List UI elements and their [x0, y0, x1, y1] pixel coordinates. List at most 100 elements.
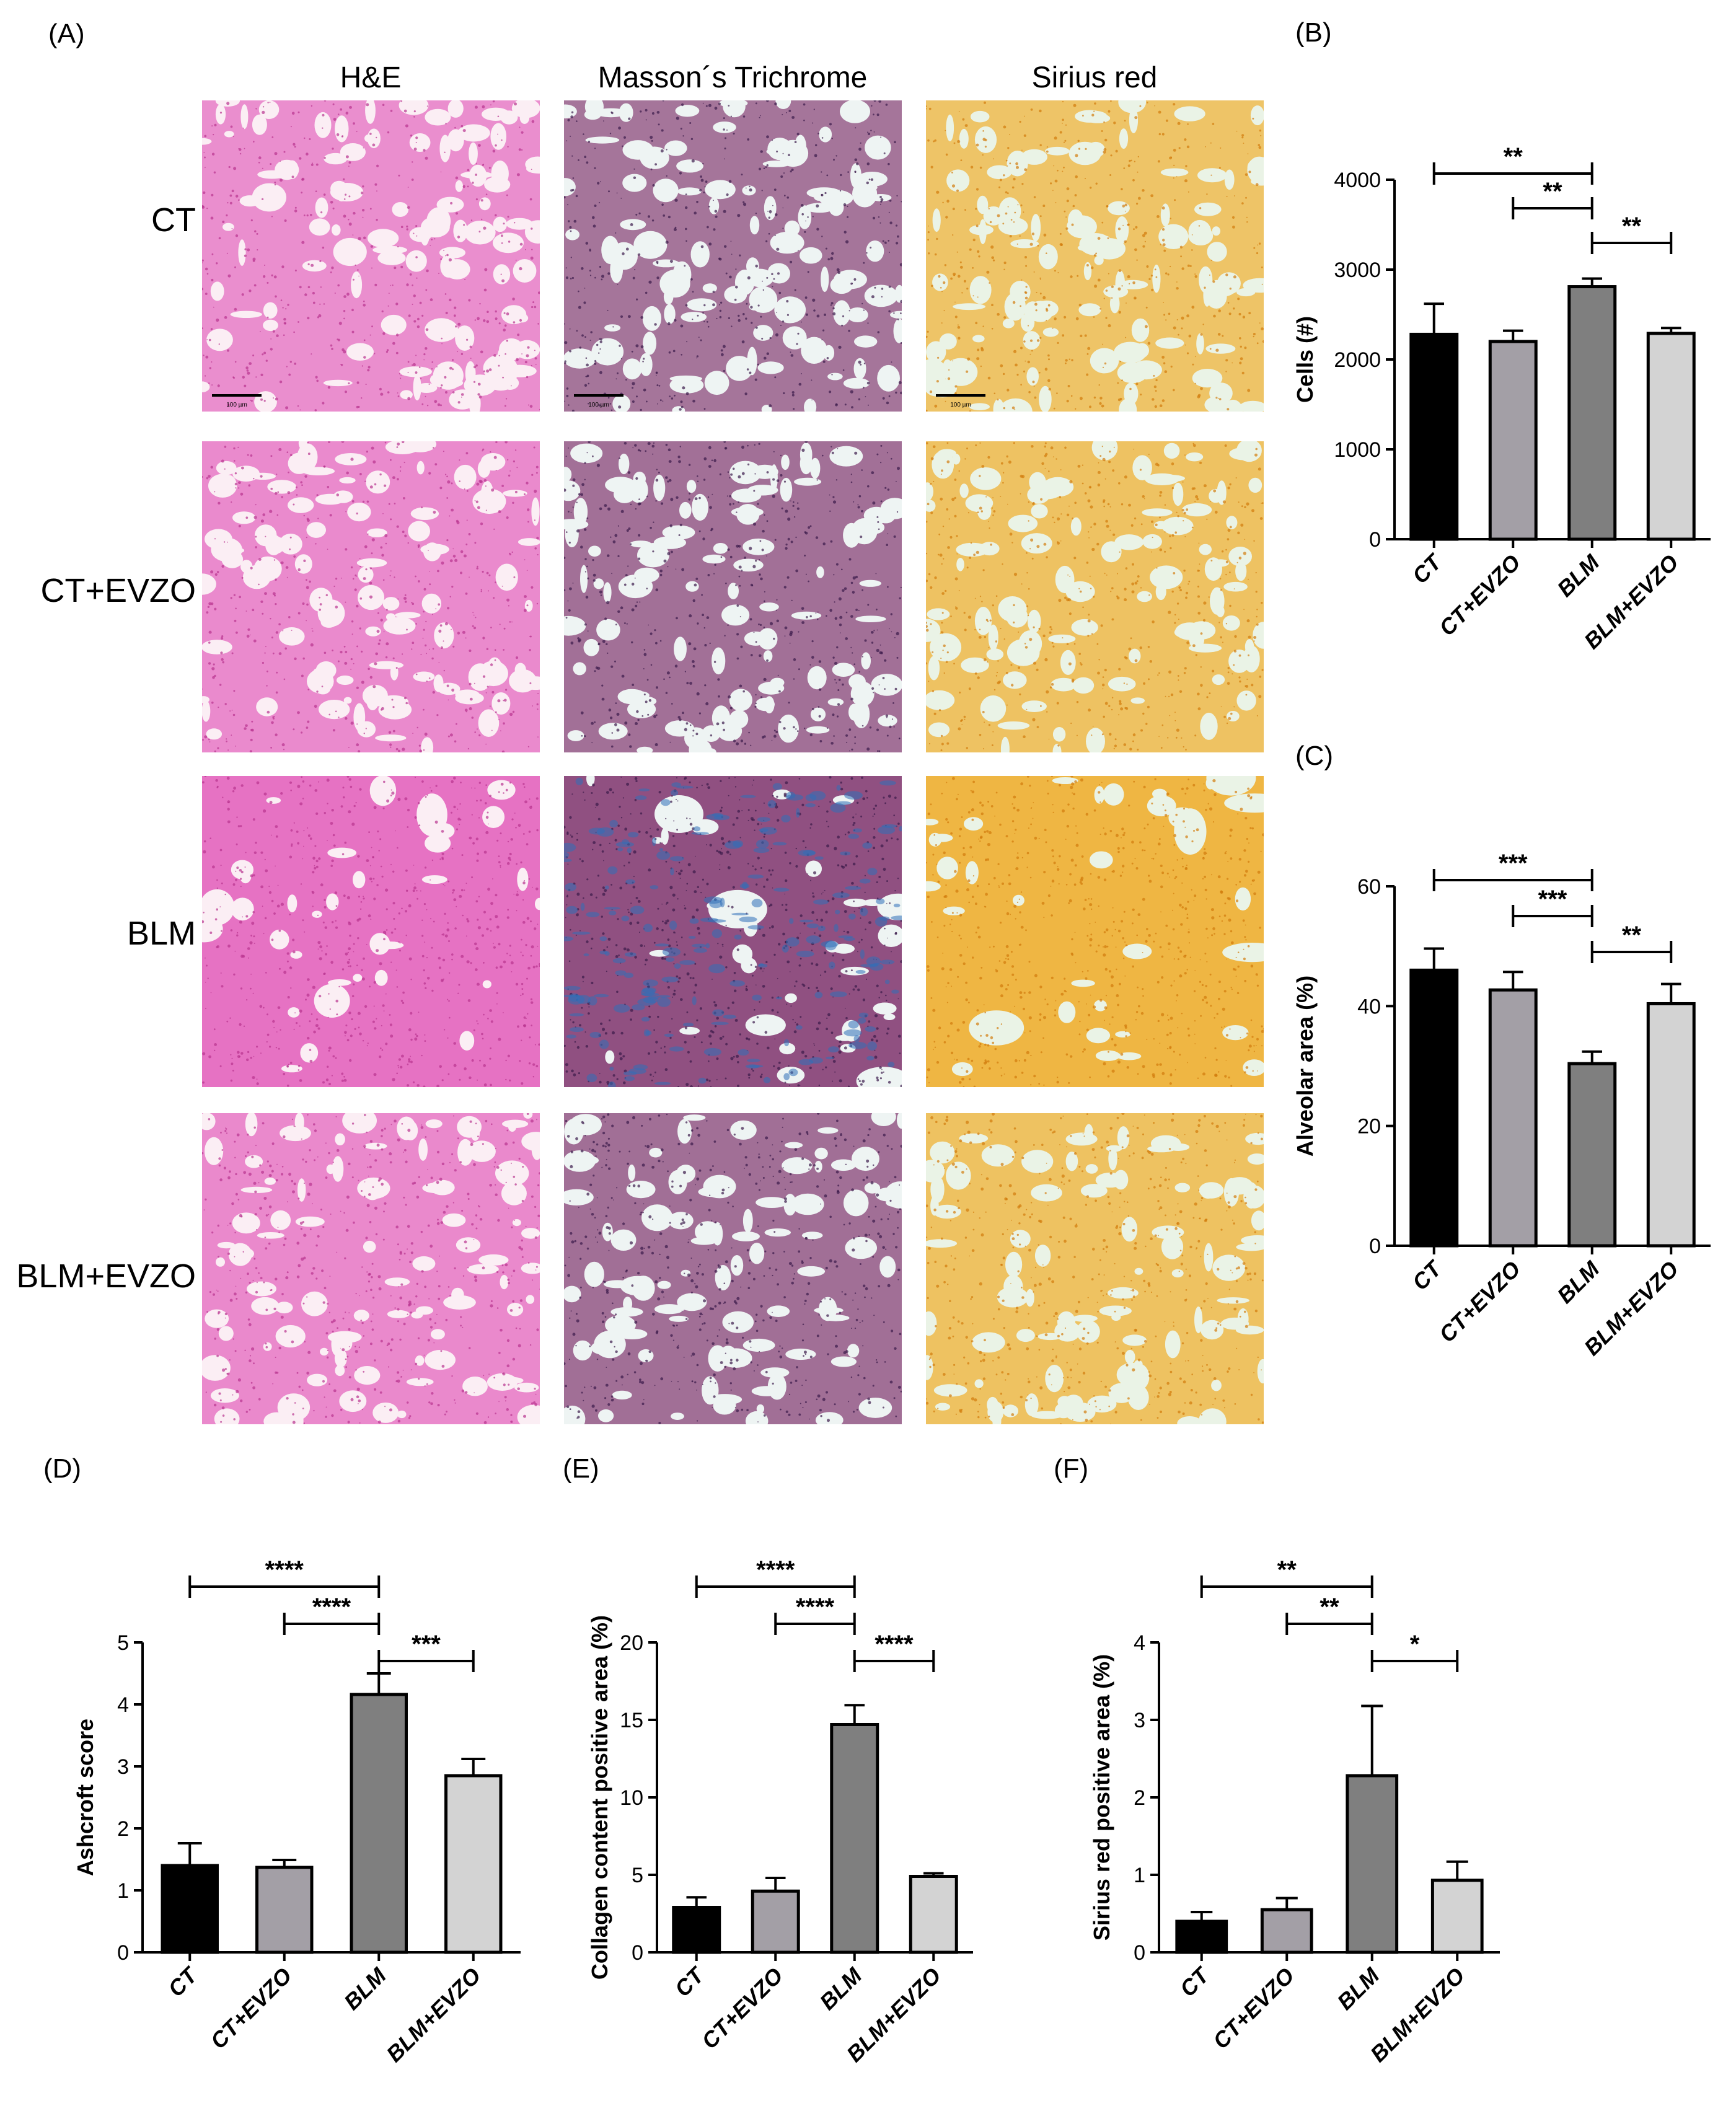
micrograph-sirius-blm-evzo	[926, 1113, 1264, 1424]
y-tick-label: 4	[1134, 1631, 1145, 1655]
scale-bar-label: 100 µm	[950, 402, 971, 408]
bar-blm	[1567, 1062, 1617, 1248]
y-tick-label: 0	[1369, 528, 1381, 552]
significance-label: **	[1622, 213, 1642, 240]
x-tick-label: BLM+EVZO	[381, 1963, 485, 2067]
y-tick-label: 3	[117, 1755, 129, 1779]
y-axis-label: Cells (#)	[1292, 316, 1318, 403]
panel-f-letter: (F)	[1054, 1453, 1089, 1484]
y-tick-label: 1	[117, 1879, 129, 1903]
significance-label: *	[1410, 1631, 1420, 1658]
x-tick-label: CT	[669, 1962, 710, 2002]
significance-label: ****	[312, 1593, 351, 1621]
chart-d: 0 1 2 3 4 5 Ashcroft score CT CT+EVZO BLM BLM+EVZO…	[62, 1475, 533, 2120]
bar-ct	[1175, 1919, 1228, 1954]
x-tick-label: CT	[1407, 1255, 1447, 1295]
micrograph-masson-ct: 100 µm	[564, 100, 902, 412]
y-tick-label: 10	[620, 1786, 643, 1810]
y-axis-label: Collagen content positive area (%)	[587, 1615, 612, 1980]
chart-b: 0 1000 2000 3000 4000 Cells (#) CT CT+EVZO BLM BL…	[1289, 112, 1723, 731]
x-tick-label: CT	[163, 1962, 203, 2002]
bar-blm	[1346, 1774, 1399, 1954]
y-tick-label: 40	[1357, 995, 1381, 1018]
micrograph-he-ct: 100 µm	[202, 100, 540, 412]
micrograph-masson-blm	[564, 776, 902, 1087]
micrograph-sirius-ct: 100 µm	[926, 100, 1264, 412]
y-tick-label: 2000	[1334, 348, 1381, 372]
chart-svg-e: 0 5 10 15 20 Collagen content positive area (…	[587, 1556, 973, 2067]
bar-ct-evzo	[1488, 340, 1538, 541]
bar-blm-evzo	[1646, 332, 1696, 541]
chart-svg-f: 0 1 2 3 4 Sirius red positive area (%) CTCT+EV…	[1089, 1556, 1500, 2067]
row-label-ct-evzo: CT+EVZO	[40, 572, 196, 609]
micrograph-sirius-ct-evzo	[926, 441, 1264, 752]
y-tick-label: 3	[1134, 1709, 1145, 1732]
micrograph-masson-blm-evzo	[564, 1113, 902, 1424]
bar-ct-evzo	[255, 1866, 314, 1954]
x-tick-label: BLM	[1552, 549, 1605, 602]
x-tick-label: BLM	[1552, 1256, 1605, 1308]
significance-label: ***	[1538, 886, 1567, 913]
bar-ct	[161, 1864, 219, 1954]
significance-label: **	[1320, 1593, 1339, 1621]
x-tick-label: CT+EVZO	[1434, 550, 1525, 641]
y-tick-label: 15	[620, 1709, 643, 1732]
y-tick-label: 2	[1134, 1786, 1145, 1810]
micrograph-he-blm	[202, 776, 540, 1087]
y-tick-label: 5	[117, 1631, 129, 1655]
y-tick-label: 0	[632, 1941, 643, 1965]
y-tick-label: 20	[620, 1631, 643, 1655]
row-label-blm-evzo: BLM+EVZO	[16, 1258, 196, 1295]
significance-label: ***	[412, 1631, 441, 1658]
bar-blm-evzo	[909, 1875, 958, 1954]
panel-e-letter: (E)	[563, 1453, 599, 1484]
significance-label: ***	[1499, 850, 1528, 877]
chart-svg-d: 0 1 2 3 4 5 Ashcroft score CT CT+EVZO BLMBLM+EVZO…	[73, 1556, 521, 2067]
significance-label: ****	[756, 1556, 795, 1584]
y-tick-label: 60	[1357, 875, 1381, 899]
bar-blm	[1567, 285, 1617, 541]
x-tick-label: CT	[1407, 549, 1447, 589]
chart-c: 0 20 40 60 Alveolar area (%) CT CT+EVZO BLM BLM+…	[1289, 818, 1723, 1463]
micrograph-masson-ct-evzo	[564, 441, 902, 752]
y-tick-label: 4	[117, 1693, 129, 1717]
bar-ct-evzo	[751, 1889, 800, 1954]
y-tick-label: 5	[632, 1864, 643, 1887]
x-tick-label: CT+EVZO	[1434, 1256, 1525, 1347]
bar-blm	[830, 1723, 879, 1954]
y-axis-label: Sirius red positive area (%)	[1089, 1654, 1114, 1941]
bar-ct	[1409, 332, 1459, 541]
scale-bar-label: 100 µm	[588, 402, 609, 408]
panel-c-letter: (C)	[1295, 741, 1334, 771]
y-tick-label: 20	[1357, 1115, 1381, 1139]
bar-blm-evzo	[1646, 1002, 1696, 1248]
chart-f: 0 1 2 3 4 Sirius red positive area (%) CT CT+EV…	[1078, 1475, 1512, 2120]
significance-label: ****	[796, 1593, 835, 1621]
row-label-blm: BLM	[126, 915, 196, 952]
column-header-sirius: Sirius red	[1031, 61, 1158, 94]
y-tick-label: 1000	[1334, 438, 1381, 462]
panel-d-letter: (D)	[43, 1453, 82, 1484]
bar-blm-evzo	[1430, 1879, 1484, 1954]
x-tick-label: BLM	[814, 1962, 867, 2015]
panel-b-letter: (B)	[1295, 17, 1332, 48]
y-tick-label: 0	[1369, 1235, 1381, 1258]
x-tick-label: CT	[1174, 1962, 1215, 2002]
significance-label: ****	[875, 1631, 914, 1658]
significance-label: **	[1277, 1556, 1297, 1584]
significance-label: **	[1504, 143, 1523, 170]
micrograph-he-ct-evzo	[202, 441, 540, 752]
x-tick-label: BLM	[1332, 1962, 1385, 2015]
y-tick-label: 4000	[1334, 169, 1381, 192]
bar-ct-evzo	[1488, 988, 1538, 1248]
significance-label: **	[1543, 178, 1562, 205]
x-tick-label: CT+EVZO	[205, 1963, 296, 2054]
bar-ct-evzo	[1260, 1908, 1313, 1954]
column-header-masson: Masson´s Trichrome	[597, 61, 868, 94]
x-tick-label: CT+EVZO	[1208, 1963, 1299, 2054]
row-label-ct: CT	[151, 201, 196, 239]
significance-label: ****	[265, 1556, 304, 1584]
column-header-he: H&E	[340, 61, 402, 94]
